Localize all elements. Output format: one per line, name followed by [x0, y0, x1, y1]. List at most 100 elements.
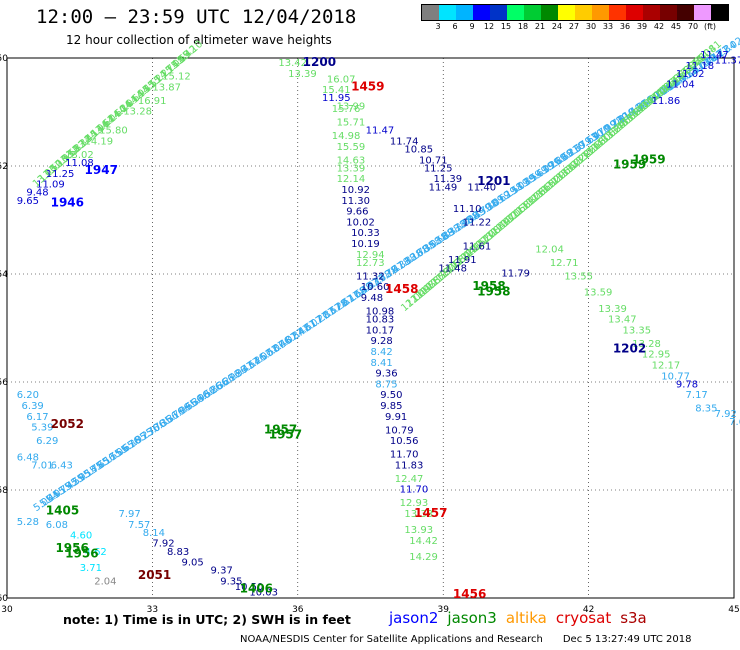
x-tick-label: 33: [147, 605, 158, 615]
swh-value: 8.83: [167, 547, 189, 558]
swh-value: 11.37: [715, 55, 740, 66]
swh-value: 8.14: [143, 528, 165, 539]
swh-value: 7.92: [715, 409, 737, 420]
pass-time-label: 1200: [303, 55, 336, 69]
swh-value: 9.28: [371, 336, 393, 347]
swh-value: 9.05: [181, 558, 203, 569]
map-title: 12:00 — 23:59 UTC 12/04/2018: [36, 6, 357, 28]
swh-value: 11.47: [366, 126, 395, 137]
colorbar-label: 27: [568, 22, 580, 31]
swh-value: 12.04: [535, 244, 564, 255]
swh-value: 10.85: [404, 145, 433, 156]
pass-time-label: 1946: [51, 196, 84, 210]
pass-time-label: 1957: [269, 428, 302, 442]
swh-value: 10.33: [351, 228, 380, 239]
swh-value: 14.63: [337, 155, 366, 166]
swh-value: 13.87: [152, 82, 181, 93]
swh-value: 15.12: [162, 72, 191, 83]
colorbar-cell-12: [626, 5, 643, 20]
swh-value: 12.94: [356, 250, 385, 261]
pass-time-label: 1947: [85, 163, 118, 177]
swh-value: 13.33: [404, 509, 433, 520]
legend-cryosat: cryosat: [555, 609, 612, 627]
pass-time-label: 1959: [613, 158, 646, 172]
swh-value: 13.28: [123, 107, 152, 118]
swh-value: 9.37: [211, 566, 233, 577]
colorbar-label: 12: [483, 22, 495, 31]
swh-track-value: 15.10: [176, 39, 205, 66]
swh-value: 13.02: [65, 150, 94, 161]
swh-value: 4.60: [70, 531, 92, 542]
swh-value: 11.08: [65, 158, 94, 169]
swh-value: 11.22: [463, 217, 492, 228]
colorbar-label: 36: [619, 22, 631, 31]
x-tick-label: 45: [728, 605, 739, 615]
colorbar-label: 33: [602, 22, 614, 31]
swh-value: 13.39: [337, 163, 366, 174]
swh-value: 12.95: [642, 350, 671, 361]
pass-time-label: 1456: [453, 587, 486, 601]
swh-value: 11.79: [501, 269, 530, 280]
credit-org: NOAA/NESDIS Center for Satellite Applica…: [240, 634, 543, 645]
swh-value: 13.35: [623, 325, 652, 336]
swh-value: 7.17: [686, 390, 708, 401]
colorbar-cell-13: [643, 5, 660, 20]
swh-value: 12.17: [652, 361, 681, 372]
swh-value: 13.47: [608, 315, 637, 326]
swh-value: 14.42: [409, 536, 438, 547]
colorbar-label: 15: [500, 22, 512, 31]
colorbar-cell-2: [456, 5, 473, 20]
colorbar-cell-7: [541, 5, 558, 20]
colorbar-label: 30: [585, 22, 597, 31]
swh-value: 6.20: [17, 390, 39, 401]
swh-value: 14.19: [85, 136, 114, 147]
swh-value: 9.65: [17, 196, 39, 207]
colorbar-cell-9: [575, 5, 592, 20]
colorbar-cell-5: [507, 5, 524, 20]
credit-line: NOAA/NESDIS Center for Satellite Applica…: [240, 634, 711, 645]
swh-value: 10.03: [249, 587, 278, 598]
swh-value: 13.59: [584, 288, 613, 299]
colorbar-cell-3: [473, 5, 490, 20]
swh-value: 4.62: [85, 547, 107, 558]
swh-value: 10.71: [419, 155, 448, 166]
swh-value: 8.41: [371, 358, 393, 369]
swh-value: 9.78: [676, 379, 698, 390]
swh-value: 7.97: [118, 509, 140, 520]
colorbar-label: 9: [469, 22, 475, 31]
y-tick-label: -60: [0, 594, 8, 604]
pass-time-label: 1958: [477, 285, 510, 299]
swh-value: 9.66: [346, 207, 368, 218]
swh-value: 2.04: [94, 577, 116, 588]
swh-value: 6.17: [26, 412, 48, 423]
swh-value: 11.70: [400, 485, 429, 496]
swh-value: 11.61: [463, 242, 492, 253]
swh-value: 11.02: [676, 69, 705, 80]
swh-value: 9.48: [26, 188, 48, 199]
swh-value: 10.56: [390, 436, 419, 447]
pass-time-label: 1956: [55, 541, 88, 555]
satellite-legend: jason2 jason3 altika cryosat s3a: [389, 609, 656, 627]
swh-value: 3.71: [80, 563, 102, 574]
colorbar-label: 21: [534, 22, 546, 31]
swh-value: 8.42: [371, 347, 393, 358]
y-tick-label: -56: [0, 378, 8, 388]
swh-value: 13.39: [598, 304, 627, 315]
swh-value: 11.30: [341, 196, 370, 207]
swh-value: 15.71: [337, 118, 366, 129]
swh-value: 15.59: [337, 142, 366, 153]
pass-time-label: 1958: [472, 279, 505, 293]
swh-value: 11.48: [438, 263, 467, 274]
colorbar-labels: 3 6 9 12 15 18 21 24 27 30 33 36 39 42 45 70 (ft): [421, 22, 740, 34]
colorbar-cell-4: [490, 5, 507, 20]
swh-value: 10.98: [366, 307, 395, 318]
swh-value: 12.93: [400, 498, 429, 509]
colorbar-cell-15: [677, 5, 694, 20]
colorbar-label: 70: [687, 22, 699, 31]
legend-altika: altika: [505, 609, 547, 627]
swh-value: 10.02: [346, 217, 375, 228]
swh-value: 11.86: [652, 96, 681, 107]
swh-value: 11.25: [46, 169, 75, 180]
swh-value: 9.35: [220, 577, 242, 588]
swh-value: 11.40: [467, 182, 496, 193]
